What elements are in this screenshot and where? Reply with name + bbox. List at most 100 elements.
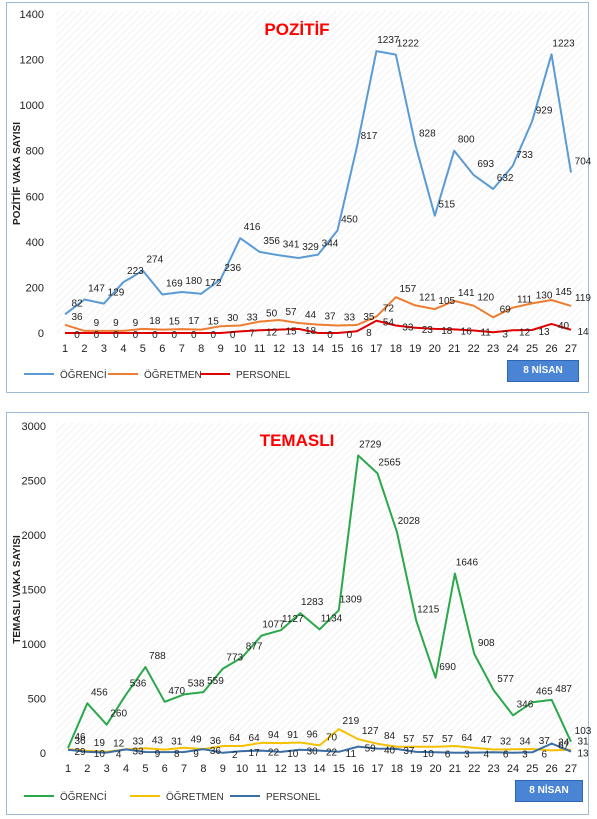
data-label: 1134 bbox=[321, 613, 343, 624]
data-label: 50 bbox=[266, 309, 278, 320]
y-tick-label: 2500 bbox=[22, 476, 46, 488]
data-label: 2729 bbox=[359, 440, 382, 451]
series-line-1 bbox=[64, 50, 572, 316]
x-tick-label: 10 bbox=[234, 343, 246, 355]
data-label: 456 bbox=[91, 687, 108, 698]
data-label: 0 bbox=[74, 330, 80, 341]
data-label: 346 bbox=[517, 699, 534, 710]
data-label: 1077 bbox=[262, 620, 285, 631]
data-label: 145 bbox=[555, 287, 572, 298]
data-label: 36 bbox=[71, 312, 83, 323]
data-label: 1223 bbox=[552, 38, 575, 49]
data-label: 2565 bbox=[378, 457, 401, 468]
y-tick-label: 1200 bbox=[20, 55, 44, 67]
data-label: 64 bbox=[249, 733, 261, 744]
x-tick-label: 11 bbox=[254, 343, 265, 355]
data-label: 0 bbox=[210, 330, 216, 341]
data-label: 9 bbox=[113, 318, 119, 329]
data-label: 219 bbox=[343, 716, 360, 727]
data-label: 0 bbox=[172, 330, 178, 341]
data-label: 10 bbox=[423, 749, 435, 760]
series-line-1 bbox=[67, 454, 572, 749]
legend-label: PERSONEL bbox=[236, 370, 291, 381]
x-tick-label: 9 bbox=[218, 343, 224, 355]
data-label: 0 bbox=[230, 330, 236, 341]
data-label: 1309 bbox=[340, 594, 363, 605]
data-label: 33 bbox=[247, 312, 259, 323]
data-label: 1222 bbox=[397, 39, 420, 50]
x-tick-label: 17 bbox=[371, 763, 383, 775]
data-label: 0 bbox=[327, 330, 333, 341]
data-label: 1283 bbox=[301, 597, 324, 608]
data-label: 356 bbox=[263, 236, 280, 247]
data-label: 141 bbox=[458, 288, 475, 299]
data-label: 9 bbox=[133, 318, 139, 329]
x-tick-label: 6 bbox=[159, 343, 165, 355]
data-label: 559 bbox=[207, 676, 224, 687]
data-label: 12 bbox=[266, 327, 278, 338]
data-label: 773 bbox=[226, 653, 243, 664]
data-label: 172 bbox=[205, 278, 222, 289]
data-label: 157 bbox=[400, 284, 417, 295]
series-line-3 bbox=[67, 742, 572, 754]
data-label: 8 bbox=[366, 328, 372, 339]
chart-title: POZİTİF bbox=[264, 20, 329, 39]
data-label: 1646 bbox=[456, 558, 479, 569]
data-label: 2 bbox=[232, 750, 238, 761]
data-label: 788 bbox=[149, 651, 166, 662]
x-tick-label: 24 bbox=[507, 763, 519, 775]
data-label: 1127 bbox=[282, 614, 304, 625]
data-label: 828 bbox=[419, 128, 436, 139]
legend-label: ÖĞRENCİ bbox=[60, 790, 107, 803]
data-label: 0 bbox=[191, 330, 197, 341]
x-tick-label: 9 bbox=[220, 763, 226, 775]
y-tick-label: 3000 bbox=[22, 421, 46, 433]
x-tick-label: 20 bbox=[429, 763, 441, 775]
x-tick-label: 5 bbox=[140, 343, 146, 355]
data-label: 103 bbox=[575, 726, 592, 737]
data-label: 57 bbox=[423, 734, 435, 745]
data-label: 16 bbox=[461, 326, 473, 337]
data-label: 817 bbox=[361, 131, 378, 142]
data-label: 57 bbox=[286, 307, 298, 318]
data-label: 36 bbox=[210, 746, 222, 757]
x-tick-label: 3 bbox=[104, 763, 110, 775]
x-tick-label: 5 bbox=[142, 763, 148, 775]
data-label: 120 bbox=[477, 293, 494, 304]
x-tick-label: 2 bbox=[84, 763, 90, 775]
data-label: 3 bbox=[522, 750, 528, 761]
data-label: 274 bbox=[147, 255, 164, 266]
data-label: 22 bbox=[268, 748, 280, 759]
data-label: 64 bbox=[461, 733, 473, 744]
series-line-3 bbox=[65, 319, 572, 334]
x-tick-label: 24 bbox=[506, 343, 518, 355]
x-tick-label: 11 bbox=[256, 763, 267, 775]
chart-title: TEMASLI bbox=[260, 431, 335, 450]
x-tick-label: 10 bbox=[236, 763, 248, 775]
x-tick-label: 3 bbox=[101, 343, 107, 355]
data-label: 36 bbox=[74, 736, 86, 747]
data-label: 260 bbox=[110, 709, 127, 720]
y-axis-title: POZİTİF VAKA SAYISI bbox=[10, 122, 23, 225]
x-tick-label: 1 bbox=[62, 343, 68, 355]
data-label: 9 bbox=[94, 318, 100, 329]
x-tick-label: 8 bbox=[200, 763, 206, 775]
data-label: 57 bbox=[403, 734, 415, 745]
contact-chart-panel: TEMASLI TEMASLI VAKA SAYISI 0 500 1000 1500 20… bbox=[0, 410, 597, 819]
x-tick-label: 23 bbox=[487, 763, 499, 775]
x-tick-label: 25 bbox=[526, 763, 538, 775]
data-label: 47 bbox=[481, 735, 493, 746]
data-label: 30 bbox=[227, 313, 239, 324]
plot-area bbox=[56, 11, 583, 333]
x-tick-label: 6 bbox=[162, 763, 168, 775]
data-label: 84 bbox=[384, 731, 396, 742]
date-tag-positive: 8 NİSAN bbox=[507, 360, 579, 382]
data-label: 40 bbox=[384, 746, 396, 757]
data-label: 43 bbox=[152, 735, 164, 746]
data-label: 54 bbox=[383, 318, 395, 329]
data-label: 538 bbox=[188, 678, 205, 689]
positive-chart-panel: POZİTİF POZİTİF VAKA SAYISI 0 200 400 600 800 1… bbox=[0, 0, 597, 397]
x-tick-label: 22 bbox=[468, 343, 480, 355]
x-tick-label: 26 bbox=[546, 763, 558, 775]
legend-label: PERSONEL bbox=[266, 792, 321, 803]
